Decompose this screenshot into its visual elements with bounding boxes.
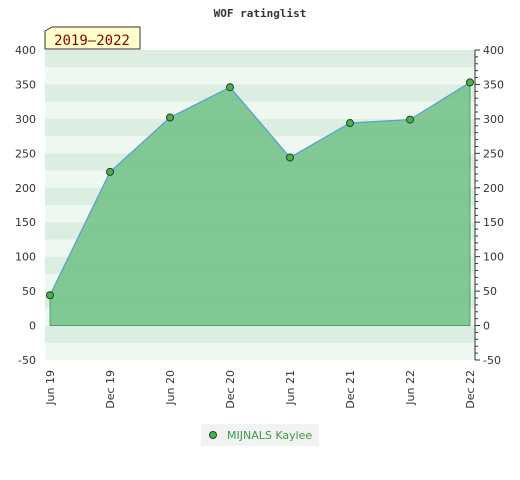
data-point xyxy=(106,167,114,176)
chart-title: WOF ratinglist xyxy=(214,7,307,20)
data-point xyxy=(166,113,174,122)
y-tick-label-right: 150 xyxy=(483,216,504,229)
y-tick-label-right: 400 xyxy=(483,44,504,57)
data-point xyxy=(406,115,414,124)
background-band xyxy=(45,50,475,68)
plot-area xyxy=(46,78,474,326)
data-point xyxy=(346,119,354,128)
y-tick-label-left: 400 xyxy=(15,44,36,57)
y-tick-label-left: 350 xyxy=(15,78,36,91)
y-tick-label-left: 250 xyxy=(15,147,36,160)
background-band xyxy=(45,342,475,360)
y-tick-label-left: 0 xyxy=(29,320,36,333)
x-tick-label: Jun 19 xyxy=(44,370,57,406)
background-band xyxy=(45,67,475,85)
x-axis: Jun 19 Dec 19 Jun 20 Dec 20 Jun 21 Dec 21 Jun … xyxy=(44,370,477,409)
background-band xyxy=(45,101,475,119)
data-point xyxy=(286,153,294,162)
x-tick-label: Dec 20 xyxy=(224,370,237,409)
date-range-badge: 2019–2022 xyxy=(44,26,141,50)
x-tick-label: Jun 20 xyxy=(164,370,177,406)
legend: MIJNALS Kaylee xyxy=(201,424,319,446)
y-tick-label-right: 250 xyxy=(483,147,504,160)
x-tick-label: Jun 21 xyxy=(284,370,297,406)
y-tick-label-left: 300 xyxy=(15,113,36,126)
y-tick-label-left: 150 xyxy=(15,216,36,229)
background-band xyxy=(45,84,475,102)
y-tick-label-right: 0 xyxy=(483,320,490,333)
y-tick-label-left: 50 xyxy=(22,285,36,298)
y-axis-right: -50 0 50 100 150 200 250 300 350 400 xyxy=(474,44,504,367)
legend-label: MIJNALS Kaylee xyxy=(227,429,312,442)
background-band xyxy=(45,325,475,343)
y-tick-label-left: 100 xyxy=(15,251,36,264)
x-tick-label: Jun 22 xyxy=(404,370,417,406)
y-tick-label-right: 300 xyxy=(483,113,504,126)
y-tick-label-left: 200 xyxy=(15,182,36,195)
x-tick-label: Dec 21 xyxy=(344,370,357,409)
x-tick-label: Dec 22 xyxy=(464,370,477,409)
y-tick-label-right: -50 xyxy=(483,354,501,367)
x-tick-label: Dec 19 xyxy=(104,370,117,409)
data-point xyxy=(466,78,474,87)
y-tick-label-right: 50 xyxy=(483,285,497,298)
legend-box xyxy=(201,424,319,446)
y-axis-left: -50 0 50 100 150 200 250 300 350 400 xyxy=(15,44,36,367)
data-point xyxy=(226,83,234,92)
data-point xyxy=(46,291,54,300)
series-line xyxy=(49,81,471,296)
y-tick-label-right: 100 xyxy=(483,251,504,264)
y-tick-label-right: 200 xyxy=(483,182,504,195)
y-tick-label-left: -50 xyxy=(18,354,36,367)
y-tick-label-right: 350 xyxy=(483,78,504,91)
date-range-badge-label: 2019–2022 xyxy=(54,33,130,49)
legend-marker-icon xyxy=(209,431,217,439)
